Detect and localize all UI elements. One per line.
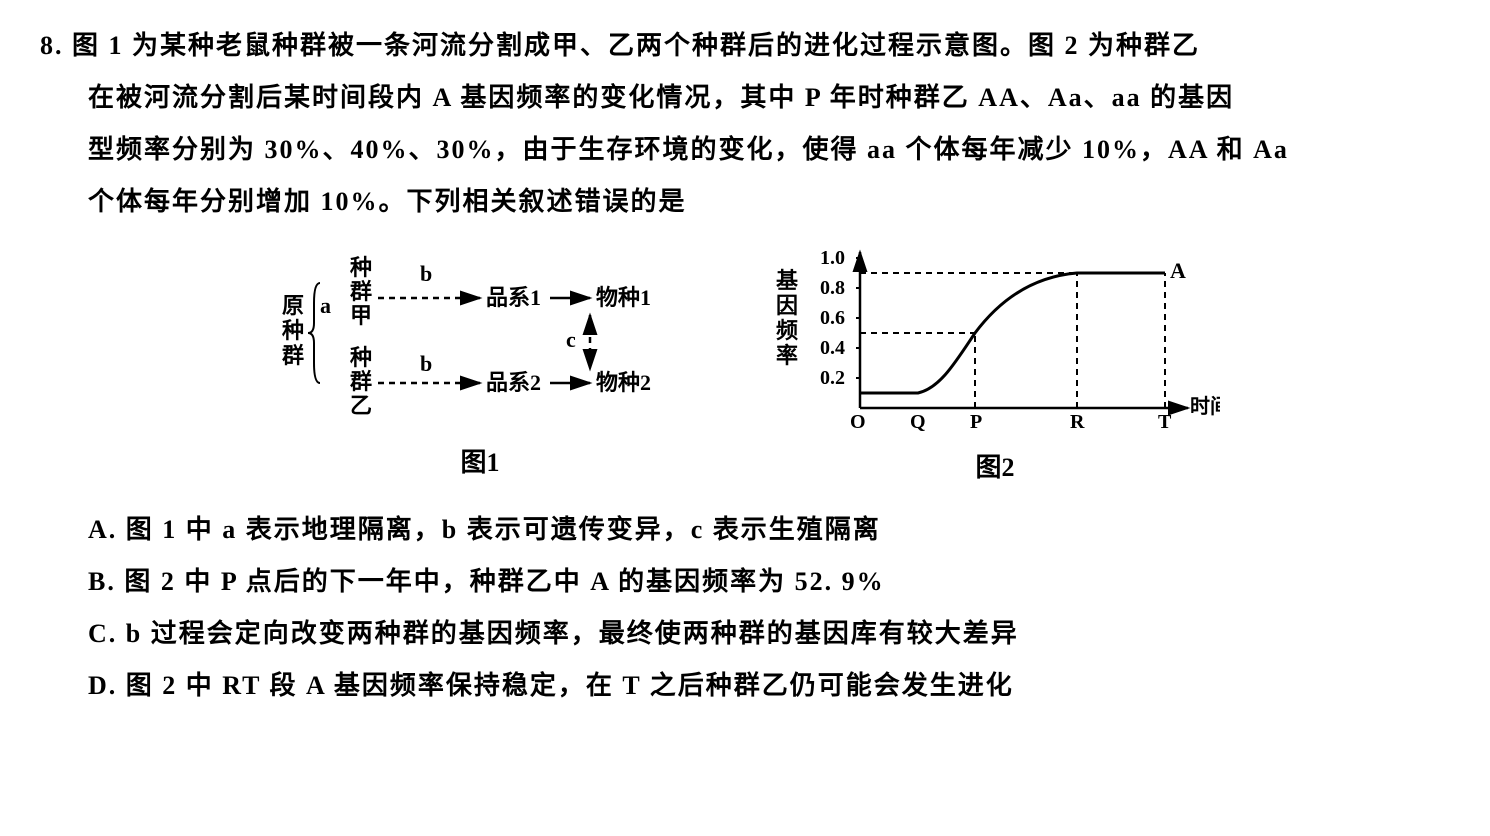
origin-1: 原 [282, 293, 304, 318]
yi-1: 种 [350, 345, 372, 370]
a-label: a [320, 293, 331, 318]
figures-row: 原 种 群 a 种 群 甲 种 群 乙 b b 品系1 品系2 [40, 238, 1450, 494]
yticks: 0.2 0.4 0.6 0.8 1.0 [820, 247, 860, 389]
yt4: 1.0 [820, 247, 845, 269]
option-C: C. b 过程会定向改变两种群的基因频率，最终使两种群的基因库有较大差异 [40, 608, 1450, 660]
strain1: 品系1 [486, 285, 541, 310]
strain2: 品系2 [486, 370, 541, 395]
xlabel: 时间 [1190, 395, 1220, 418]
figure-2: 基 因 频 率 0.2 0.4 0.6 0.8 1.0 Q P [770, 238, 1220, 494]
xt-R: R [1070, 411, 1085, 433]
jia-1: 种 [350, 255, 372, 280]
b-top: b [420, 261, 432, 286]
q-line2: 在被河流分割后某时间段内 A 基因频率的变化情况，其中 P 年时种群乙 AA、A… [40, 72, 1450, 124]
origin-2: 种 [282, 318, 304, 343]
yl1: 基 [776, 268, 799, 293]
yt0: 0.2 [820, 367, 845, 389]
xt-Q: Q [910, 411, 926, 433]
yl2: 因 [776, 293, 798, 318]
question-stem: 8. 图 1 为某种老鼠种群被一条河流分割成甲、乙两个种群后的进化过程示意图。图… [40, 20, 1450, 72]
xt-T: T [1158, 411, 1172, 433]
fig1-svg: 原 种 群 a 种 群 甲 种 群 乙 b b 品系1 品系2 [270, 243, 690, 433]
q-line4: 个体每年分别增加 10%。下列相关叙述错误的是 [40, 176, 1450, 228]
option-B: B. 图 2 中 P 点后的下一年中，种群乙中 A 的基因频率为 52. 9% [40, 556, 1450, 608]
options: A. 图 1 中 a 表示地理隔离，b 表示可遗传变异，c 表示生殖隔离 B. … [40, 504, 1450, 712]
jia-2: 群 [350, 279, 372, 304]
yl3: 频 [776, 318, 798, 343]
figure-1: 原 种 群 a 种 群 甲 种 群 乙 b b 品系1 品系2 [270, 243, 690, 489]
fig2-svg: 基 因 频 率 0.2 0.4 0.6 0.8 1.0 Q P [770, 238, 1220, 438]
origin-3: 群 [282, 343, 304, 368]
b-bot: b [420, 351, 432, 376]
yt3: 0.8 [820, 277, 845, 299]
option-D: D. 图 2 中 RT 段 A 基因频率保持稳定，在 T 之后种群乙仍可能会发生… [40, 660, 1450, 712]
jia-3: 甲 [350, 303, 372, 328]
q-line1: 图 1 为某种老鼠种群被一条河流分割成甲、乙两个种群后的进化过程示意图。图 2 … [72, 31, 1200, 60]
yi-3: 乙 [350, 393, 372, 418]
species1: 物种1 [596, 285, 651, 310]
A-label: A [1170, 258, 1186, 283]
question-number: 8. [40, 31, 64, 60]
q-line3: 型频率分别为 30%、40%、30%，由于生存环境的变化，使得 aa 个体每年减… [40, 124, 1450, 176]
yi-2: 群 [350, 369, 372, 394]
origin-O: O [850, 411, 866, 433]
yl4: 率 [776, 343, 798, 368]
species2: 物种2 [596, 370, 651, 395]
yt1: 0.4 [820, 337, 845, 359]
c-label: c [566, 327, 576, 352]
yt2: 0.6 [820, 307, 845, 329]
option-A: A. 图 1 中 a 表示地理隔离，b 表示可遗传变异，c 表示生殖隔离 [40, 504, 1450, 556]
xt-P: P [970, 411, 982, 433]
fig2-label: 图2 [975, 442, 1014, 494]
fig1-label: 图1 [460, 437, 499, 489]
